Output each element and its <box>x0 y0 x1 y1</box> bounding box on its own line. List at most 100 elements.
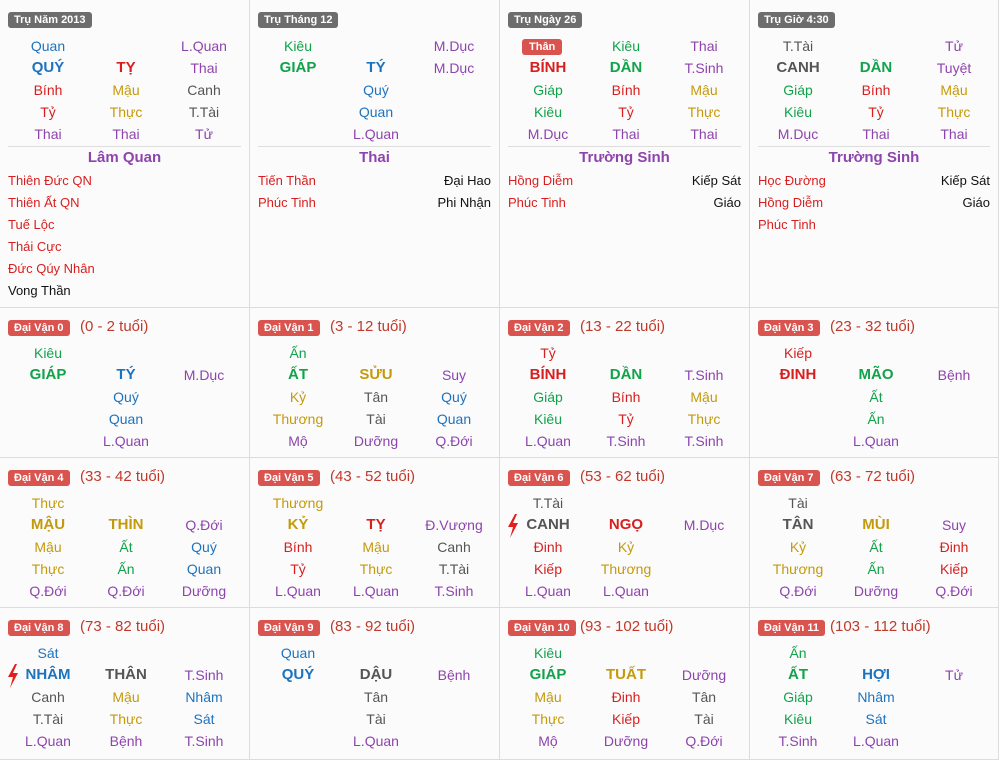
god-text: Thực <box>531 711 565 727</box>
god-text: Thai <box>690 38 718 54</box>
age-range: (53 - 62 tuổi) <box>580 468 666 485</box>
god-text: Kiêu <box>783 711 813 727</box>
god-text: Ấn <box>867 411 885 427</box>
god-text: Quý <box>113 389 139 405</box>
pillar-cell: Trụ Tháng 12 Kiêu M.Dục GIÁP TÝ M.Dục Quý Quan L… <box>250 0 500 308</box>
star-item: Kiếp Sát <box>940 173 990 188</box>
life-stage: Thai <box>359 149 390 166</box>
star-item: Hồng Diễm <box>758 195 824 210</box>
dai-van-cell[interactable]: Đại Vận 11 (103 - 112 tuổi) Ấn ẤT HỢI Tử Giáp N… <box>750 608 999 760</box>
star-item: Thiên Ất QN <box>8 195 80 210</box>
stem-branch-text: TÝ <box>116 366 136 383</box>
star-item: Kiếp Sát <box>691 173 741 188</box>
god-text: Ấn <box>117 561 135 577</box>
dai-van-cell[interactable]: Đại Vận 2 (13 - 22 tuổi) Tỷ BÍNH DẦN T.Sinh Gi… <box>500 308 750 458</box>
god-text: Mậu <box>362 539 390 555</box>
god-text: Bệnh <box>437 667 471 683</box>
god-text: Suy <box>941 517 967 533</box>
god-text: L.Quan <box>853 433 899 449</box>
god-text: Kỷ <box>289 389 307 405</box>
god-text: Thai <box>112 126 140 142</box>
dai-van-cell[interactable]: Đại Vận 7 (63 - 72 tuổi) Tài TÂN MÙI Suy Kỷ Ất Đ… <box>750 458 999 608</box>
star-item: Giáo <box>713 195 741 210</box>
lightning-icon <box>8 664 18 688</box>
stem-branch-text: BÍNH <box>529 59 567 76</box>
god-text: Tử <box>945 667 963 683</box>
god-text: Canh <box>437 539 471 555</box>
stem-branch-text: SỬU <box>359 366 393 383</box>
dai-van-cell[interactable]: Đại Vận 9 (83 - 92 tuổi) Quan QUÝ DẬU Bệnh Tân… <box>250 608 500 760</box>
dai-van-cell[interactable]: Đại Vận 5 (43 - 52 tuổi) Thương KỶ TỴ Đ.Vượng… <box>250 458 500 608</box>
god-text: Kiếp <box>611 711 641 727</box>
god-text: Thực <box>937 104 971 120</box>
dai-van-cell[interactable]: Đại Vận 0 (0 - 2 tuổi) Kiêu GIÁP TÝ M.Dục Quý Q… <box>0 308 250 458</box>
god-text: Q.Đới <box>29 583 67 599</box>
god-text: Thai <box>612 126 640 142</box>
dai-van-cell[interactable]: Đại Vận 6 (53 - 62 tuổi) T.Tài CANH NGỌ M.Dục… <box>500 458 750 608</box>
age-range: (43 - 52 tuổi) <box>330 468 416 485</box>
god-text: Quý <box>363 82 389 98</box>
pillar-label: Trụ Tháng 12 <box>258 12 339 28</box>
age-range: (13 - 22 tuổi) <box>580 318 666 335</box>
dai-van-label: Đại Vận 2 <box>508 320 570 336</box>
god-text: Thực <box>359 561 393 577</box>
star-item: Phúc Tinh <box>758 217 816 232</box>
star-item: Phúc Tinh <box>258 195 316 210</box>
god-text: Tỷ <box>540 345 556 361</box>
god-text: Mậu <box>34 539 62 555</box>
stem-branch-text: THÌN <box>108 516 144 533</box>
star-item: Giáo <box>962 195 990 210</box>
stem-branch-text: QUÝ <box>31 59 65 76</box>
god-text: Thực <box>687 411 721 427</box>
god-text: Kỷ <box>789 539 807 555</box>
stem-branch-text: GIÁP <box>29 366 67 383</box>
god-text: Bính <box>861 82 891 98</box>
pillar-label: Trụ Ngày 26 <box>508 12 583 28</box>
age-range: (3 - 12 tuổi) <box>330 318 407 335</box>
stem-branch-text: TÝ <box>366 59 386 76</box>
god-text: Dưỡng <box>681 667 727 683</box>
stem-branch-text: BÍNH <box>529 366 567 383</box>
god-text: Thương <box>272 495 324 511</box>
stem-branch-text: TÂN <box>782 516 814 533</box>
god-text: L.Quan <box>25 733 71 749</box>
dai-van-cell[interactable]: Đại Vận 1 (3 - 12 tuổi) Ấn ẤT SỬU Suy Kỷ Tân Quý… <box>250 308 500 458</box>
dai-van-cell[interactable]: Đại Vận 10 (93 - 102 tuổi) Kiêu GIÁP TUẤT Dưỡ… <box>500 608 750 760</box>
dai-van-label: Đại Vận 5 <box>258 470 320 486</box>
god-text: Tử <box>195 126 213 142</box>
stem-branch-text: DẦN <box>859 59 893 76</box>
dai-van-label: Đại Vận 7 <box>758 470 820 486</box>
god-text: Tỷ <box>618 104 634 120</box>
god-text: Kiêu <box>611 38 641 54</box>
dai-van-cell[interactable]: Đại Vận 4 (33 - 42 tuổi) Thực MẬU THÌN Q.Đới M… <box>0 458 250 608</box>
god-text: Quan <box>30 38 66 54</box>
dai-van-cell[interactable]: Đại Vận 3 (23 - 32 tuổi) Kiếp ĐINH MÃO Bệnh Ất… <box>750 308 999 458</box>
age-range: (93 - 102 tuổi) <box>580 618 674 635</box>
god-text: T.Sinh <box>684 367 724 383</box>
stem-branch-text: MẬU <box>30 516 66 533</box>
divider <box>8 146 241 147</box>
god-text: Kiếp <box>939 561 969 577</box>
god-text: Q.Đới <box>685 733 723 749</box>
god-text: Quý <box>441 389 467 405</box>
god-text: Suy <box>441 367 467 383</box>
age-range: (23 - 32 tuổi) <box>830 318 916 335</box>
god-text: Tỷ <box>618 411 634 427</box>
stem-branch-text: DẦN <box>609 366 643 383</box>
god-text: Thực <box>31 495 65 511</box>
dai-van-cell[interactable]: Đại Vận 8 (73 - 82 tuổi) Sát NHÂM THÂN T.Sinh… <box>0 608 250 760</box>
god-text: Dưỡng <box>181 583 227 599</box>
god-text: T.Tài <box>188 104 220 120</box>
god-text: Thương <box>600 561 652 577</box>
god-text: Thai <box>940 126 968 142</box>
god-text: Tài <box>788 495 808 511</box>
god-text: M.Dục <box>683 517 725 533</box>
god-text: L.Quan <box>525 433 571 449</box>
stem-branch-text: GIÁP <box>529 666 567 683</box>
god-text: Thai <box>862 126 890 142</box>
stem-branch-text: TỴ <box>366 516 386 533</box>
god-text: Canh <box>187 82 221 98</box>
star-item: Tuế Lộc <box>8 217 55 232</box>
dai-van-label: Đại Vận 10 <box>508 620 576 636</box>
